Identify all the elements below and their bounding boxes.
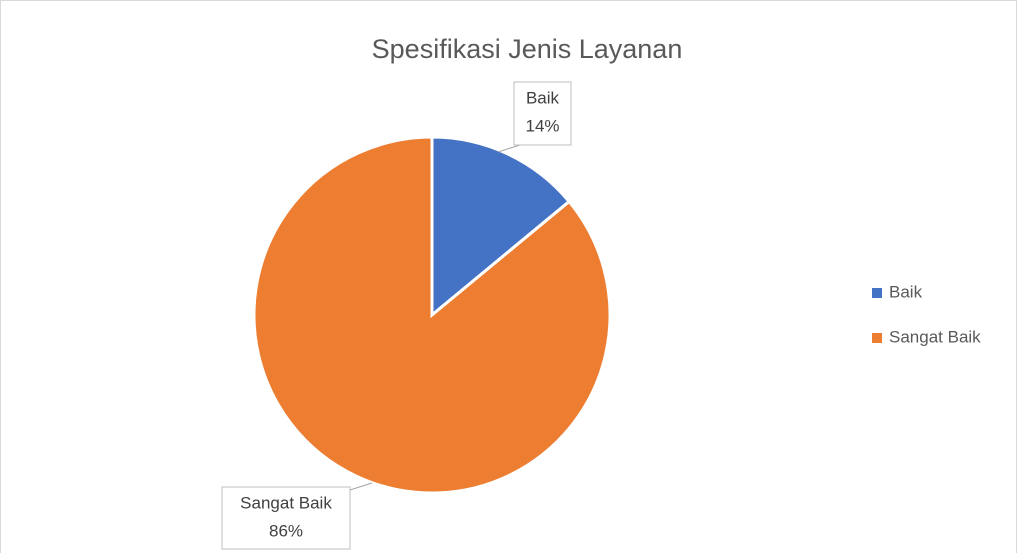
label-box <box>513 81 572 146</box>
pie-slice <box>252 135 612 495</box>
leader-line <box>497 144 521 153</box>
data-label-name: Baik <box>526 88 560 107</box>
data-label-value: 86% <box>269 521 303 540</box>
pie-slice <box>430 135 572 319</box>
legend-label: Baik <box>889 282 923 301</box>
legend-swatch <box>872 333 882 343</box>
label-box <box>221 486 351 550</box>
legend-swatch <box>872 288 882 298</box>
chart-title: Spesifikasi Jenis Layanan <box>372 34 683 64</box>
legend-label: Sangat Baik <box>889 327 981 346</box>
data-label-value: 14% <box>525 116 559 135</box>
data-label-name: Sangat Baik <box>240 493 332 512</box>
leader-line <box>349 482 373 491</box>
